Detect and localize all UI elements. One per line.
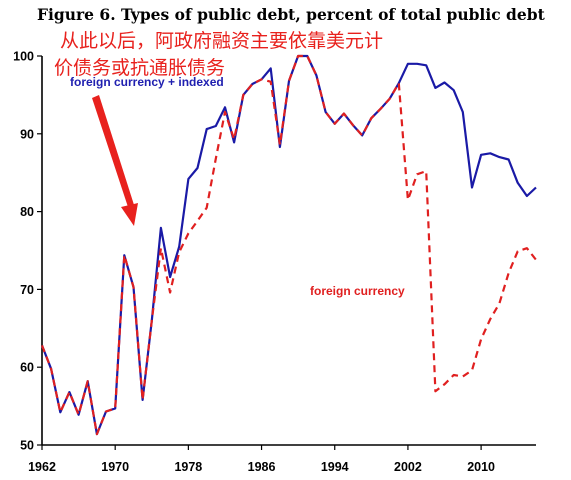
y-tick-label: 50 [20, 439, 34, 453]
series-label-foreign-currency: foreign currency [310, 284, 405, 298]
annotation-line-1: 从此以后，阿政府融资主要依靠美元计 [60, 30, 383, 52]
x-tick-label: 1986 [248, 460, 276, 474]
x-tick-labels: 1962 1970 1978 1986 1994 2002 2010 [28, 460, 495, 474]
axes [37, 55, 536, 450]
annotation-line-2: 价债务或抗通胀债务 [54, 57, 225, 79]
x-tick-label: 1994 [321, 460, 349, 474]
arrow-shaft [92, 95, 135, 210]
series-label-foreign-currency-indexed: foreign currency + indexed [70, 75, 224, 89]
annotation-arrow [92, 95, 138, 226]
y-tick-label: 100 [13, 50, 34, 64]
y-tick-label: 60 [20, 361, 34, 375]
series-line-foreign-currency [40, 54, 537, 436]
y-tick-labels: 50 60 70 80 90 100 [13, 50, 34, 453]
x-tick-label: 1978 [174, 460, 202, 474]
chart-title: Figure 6. Types of public debt, percent … [37, 5, 546, 24]
x-tick-label: 1970 [101, 460, 129, 474]
x-tick-label: 2002 [394, 460, 422, 474]
y-tick-label: 90 [20, 127, 34, 141]
y-tick-label: 80 [20, 205, 34, 219]
y-tick-label: 70 [20, 283, 34, 297]
series-lines [40, 54, 537, 436]
arrow-head [121, 203, 138, 226]
x-tick-label: 1962 [28, 460, 56, 474]
x-tick-label: 2010 [467, 460, 495, 474]
series-line-foreign-currency-indexed [40, 54, 537, 436]
